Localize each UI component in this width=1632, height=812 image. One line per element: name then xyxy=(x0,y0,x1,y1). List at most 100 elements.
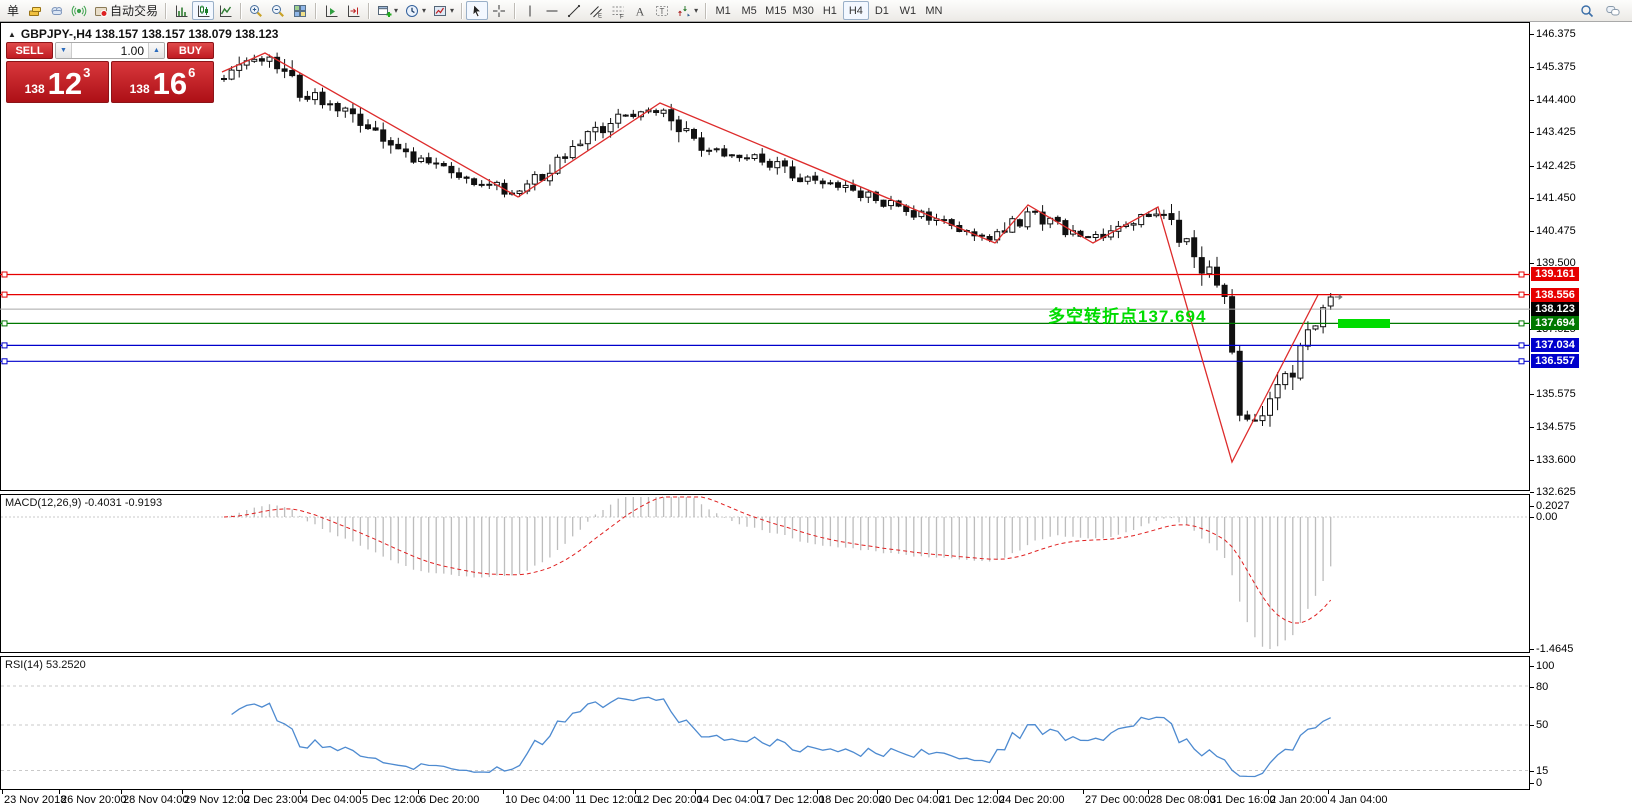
axis-tick xyxy=(1530,459,1534,461)
chart-shift-button[interactable] xyxy=(342,1,364,20)
price-axis-tick: 146.375 xyxy=(1536,28,1576,40)
new-chart-button[interactable]: ▾ xyxy=(373,1,401,20)
price-axis-tick: 142.425 xyxy=(1536,159,1576,172)
price-axis-tick: 141.450 xyxy=(1536,192,1576,205)
axis-tick xyxy=(1530,67,1534,69)
autotrading-button-label: 自动交易 xyxy=(110,4,159,18)
one-click-trading-panel: SELL ▼ ▲ BUY 138 12 3 138 16 6 xyxy=(6,42,214,103)
equidistant-channel-button[interactable]: E xyxy=(585,1,607,20)
candlestick-chart-button[interactable] xyxy=(192,1,215,20)
text-label-button[interactable]: T xyxy=(651,1,673,20)
signal-icon xyxy=(71,5,87,16)
price-line-badge: 137.694 xyxy=(1531,316,1579,331)
sell-price-display[interactable]: 138 12 3 xyxy=(6,61,109,103)
autotrading-icon xyxy=(95,6,108,17)
buy-price-display[interactable]: 138 16 6 xyxy=(111,61,214,103)
axis-tick xyxy=(1530,427,1534,429)
auto-scroll-button[interactable] xyxy=(320,1,342,20)
arrows-icon xyxy=(678,5,691,16)
cursor-button[interactable] xyxy=(466,1,489,20)
tiles-icon xyxy=(294,4,307,17)
toolbar-separator xyxy=(705,2,707,19)
cloud-sync-button[interactable] xyxy=(46,1,68,20)
dropdown-caret-icon[interactable]: ▾ xyxy=(394,6,399,15)
macd-axis-tick: 0.00 xyxy=(1536,511,1558,523)
autoscroll-icon xyxy=(326,5,338,17)
cursor-icon xyxy=(472,3,482,17)
buy-price-base: 138 xyxy=(129,82,150,96)
macd-axis-tick: -1.4645 xyxy=(1536,643,1574,655)
fibonacci-button[interactable]: F xyxy=(607,1,629,20)
new-order-button[interactable]: 单 xyxy=(2,1,24,20)
svg-text:F: F xyxy=(620,14,624,19)
axis-tick xyxy=(1530,687,1534,688)
volume-decrease-button[interactable]: ▼ xyxy=(56,43,72,58)
vline-icon xyxy=(529,5,531,16)
volume-input[interactable] xyxy=(72,43,148,58)
crosshair-icon xyxy=(493,4,506,17)
line-chart-button[interactable] xyxy=(214,1,236,20)
tf-m30-button-label: M30 xyxy=(792,4,814,17)
arrows-button[interactable]: ▾ xyxy=(673,1,701,20)
tf-m1-button[interactable]: M1 xyxy=(710,1,736,20)
text-button[interactable]: A xyxy=(629,1,651,20)
periods-button[interactable]: ▾ xyxy=(401,1,429,20)
tf-w1-button[interactable]: W1 xyxy=(895,1,921,20)
axis-tick xyxy=(1530,99,1534,101)
dropdown-caret-icon[interactable]: ▾ xyxy=(422,6,427,15)
gold-icon xyxy=(29,6,41,16)
gold-button[interactable] xyxy=(24,1,46,20)
tf-m30-button[interactable]: M30 xyxy=(789,1,816,20)
price-line-badge: 138.556 xyxy=(1531,287,1579,302)
tf-h4-button[interactable]: H4 xyxy=(842,1,869,20)
chat-button[interactable] xyxy=(1602,1,1624,20)
tf-d1-button[interactable]: D1 xyxy=(869,1,895,20)
axis-tick xyxy=(1530,263,1534,265)
main-toolbar: 单 自动交易 ▾ ▾ ▾ E F A T ▾ M1 M5 M15 M30 H1 H4 D1 W1 MN xyxy=(0,0,1632,22)
buy-price-pipette: 6 xyxy=(188,65,196,80)
axis-tick xyxy=(1530,666,1534,667)
toolbar-separator xyxy=(461,2,463,19)
new-order-button-label: 单 xyxy=(6,4,19,18)
tf-mn-button[interactable]: MN xyxy=(921,1,947,20)
crosshair-button[interactable] xyxy=(488,1,510,20)
search-button[interactable] xyxy=(1576,1,1598,20)
axis-tick xyxy=(1530,394,1534,395)
signals-button[interactable] xyxy=(68,1,90,20)
bar-chart-button[interactable] xyxy=(170,1,192,20)
chat-icon xyxy=(1606,5,1620,15)
sell-price-pips: 12 xyxy=(47,66,83,101)
price-axis-tick: 144.400 xyxy=(1536,93,1576,106)
tile-windows-button[interactable] xyxy=(289,1,311,20)
textA-icon: A xyxy=(636,4,645,18)
zoom-in-button[interactable] xyxy=(245,1,267,20)
buy-button[interactable]: BUY xyxy=(167,42,214,59)
dropdown-caret-icon[interactable]: ▾ xyxy=(694,6,699,15)
sell-button[interactable]: SELL xyxy=(6,42,53,59)
tf-h1-button-label: H1 xyxy=(822,4,837,17)
tf-m5-button[interactable]: M5 xyxy=(736,1,762,20)
rsi-axis-tick: 100 xyxy=(1536,660,1555,672)
vertical-line-button[interactable] xyxy=(519,1,541,20)
chart-title: GBPJPY-,H4 138.157 138.157 138.079 138.1… xyxy=(20,27,279,41)
sell-price-pipette: 3 xyxy=(83,65,91,80)
zoom-out-button[interactable] xyxy=(267,1,289,20)
rsi-panel-divider[interactable] xyxy=(0,651,1530,656)
dropdown-caret-icon[interactable]: ▾ xyxy=(450,6,455,15)
svg-text:T: T xyxy=(660,6,665,15)
price-axis-tick: 135.575 xyxy=(1536,388,1576,400)
trendline-button[interactable] xyxy=(563,1,585,20)
candles-icon xyxy=(198,5,210,17)
chart-canvas[interactable] xyxy=(0,0,1530,812)
cloud-icon xyxy=(51,6,62,15)
price-axis-tick: 143.425 xyxy=(1536,126,1576,139)
horizontal-line-button[interactable] xyxy=(541,1,563,20)
one-click-panel-toggle-icon[interactable]: ▲ xyxy=(8,29,16,39)
macd-panel-divider[interactable] xyxy=(0,489,1530,494)
volume-increase-button[interactable]: ▲ xyxy=(148,43,164,58)
autotrading-button[interactable]: 自动交易 xyxy=(90,1,161,20)
templates-button[interactable]: ▾ xyxy=(429,1,457,20)
labelT-icon: T xyxy=(656,5,669,16)
tf-h1-button[interactable]: H1 xyxy=(817,1,843,20)
tf-m15-button[interactable]: M15 xyxy=(762,1,789,20)
